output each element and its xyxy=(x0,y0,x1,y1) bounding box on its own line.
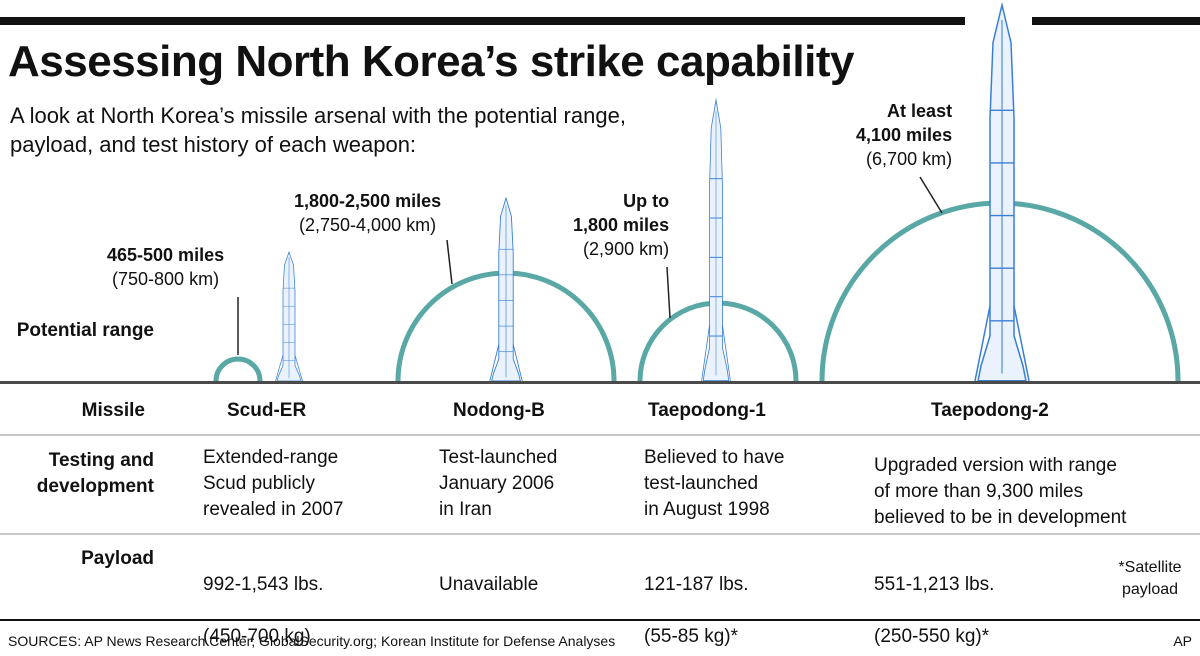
range-km: (2,750-4,000 km) xyxy=(299,215,437,235)
range-miles: 1,800-2,500 miles xyxy=(294,191,442,211)
payload-lbs: 551-1,213 lbs. xyxy=(874,574,995,595)
leader-nodong-b xyxy=(446,239,453,285)
top-rule-right xyxy=(1032,17,1200,25)
range-prefix: Up to xyxy=(623,191,670,211)
rocket-taepodong-1 xyxy=(700,99,732,382)
range-label-taepodong-2: At least 4,100 miles (6,700 km) xyxy=(856,99,952,171)
ground-line xyxy=(0,381,1200,384)
credit: AP xyxy=(1173,633,1192,649)
range-prefix: At least xyxy=(887,101,953,121)
testing-scud-er: Extended-range Scud publicly revealed in… xyxy=(203,447,344,520)
missile-name-taepodong-1: Taepodong-1 xyxy=(648,400,766,421)
leader-taepodong-1 xyxy=(666,266,671,319)
page-title: Assessing North Korea’s strike capabilit… xyxy=(8,37,854,86)
missile-name-taepodong-2: Taepodong-2 xyxy=(931,400,1049,421)
range-km: (6,700 km) xyxy=(866,149,953,169)
missile-name-scud-er: Scud-ER xyxy=(227,400,307,421)
range-label-taepodong-1: Up to 1,800 miles (2,900 km) xyxy=(573,189,669,261)
payload-kg: (450-700 kg) xyxy=(203,626,311,647)
row-divider xyxy=(0,533,1200,535)
range-miles: 1,800 miles xyxy=(573,215,670,235)
footer-rule xyxy=(0,619,1200,621)
rocket-taepodong-2 xyxy=(974,4,1030,382)
leader-taepodong-2 xyxy=(919,176,943,214)
testing-nodong-b: Test-launched January 2006 in Iran xyxy=(439,447,558,520)
missile-name-nodong-b: Nodong-B xyxy=(453,400,545,421)
payload-lbs: 992-1,543 lbs. xyxy=(203,574,324,595)
payload-scud-er: 992-1,543 lbs. (450-700 kg) xyxy=(203,546,323,656)
range-label-nodong-b: 1,800-2,500 miles (2,750-4,000 km) xyxy=(294,189,441,237)
rocket-scud-er xyxy=(275,251,303,382)
testing-taepodong-1: Believed to have test-launched in August… xyxy=(644,447,785,520)
range-miles: 465-500 miles xyxy=(107,245,225,265)
payload-kg: (250-550 kg)* xyxy=(874,626,990,647)
row-header-missile: Missile xyxy=(81,400,145,421)
row-header-testing: Testing and development xyxy=(36,450,154,497)
sources: SOURCES: AP News Research Center; Global… xyxy=(8,633,616,649)
payload-nodong-b: Unavailable xyxy=(439,546,538,650)
payload-taepodong-1: 121-187 lbs. (55-85 kg)* xyxy=(644,546,749,656)
range-miles: 4,100 miles xyxy=(856,125,953,145)
row-header-payload: Payload xyxy=(81,548,154,569)
rocket-nodong-b xyxy=(489,197,523,382)
payload-taepodong-2: 551-1,213 lbs. (250-550 kg)* xyxy=(874,546,994,656)
subtitle: A look at North Korea’s missile arsenal … xyxy=(10,103,626,157)
range-km: (2,900 km) xyxy=(583,239,670,259)
range-arc-scud-er xyxy=(213,356,263,382)
row-divider xyxy=(0,434,1200,436)
satellite-footnote: *Satellite payload xyxy=(1118,559,1182,598)
row-header-potential-range: Potential range xyxy=(16,320,154,341)
payload-lbs: 121-187 lbs. xyxy=(644,574,749,595)
top-rule-left xyxy=(0,17,965,25)
range-label-scud-er: 465-500 miles (750-800 km) xyxy=(107,243,224,291)
testing-taepodong-2: Upgraded version with range of more than… xyxy=(874,455,1127,528)
payload-kg: (55-85 kg)* xyxy=(644,626,738,647)
range-km: (750-800 km) xyxy=(112,269,220,289)
payload-lbs: Unavailable xyxy=(439,574,539,595)
